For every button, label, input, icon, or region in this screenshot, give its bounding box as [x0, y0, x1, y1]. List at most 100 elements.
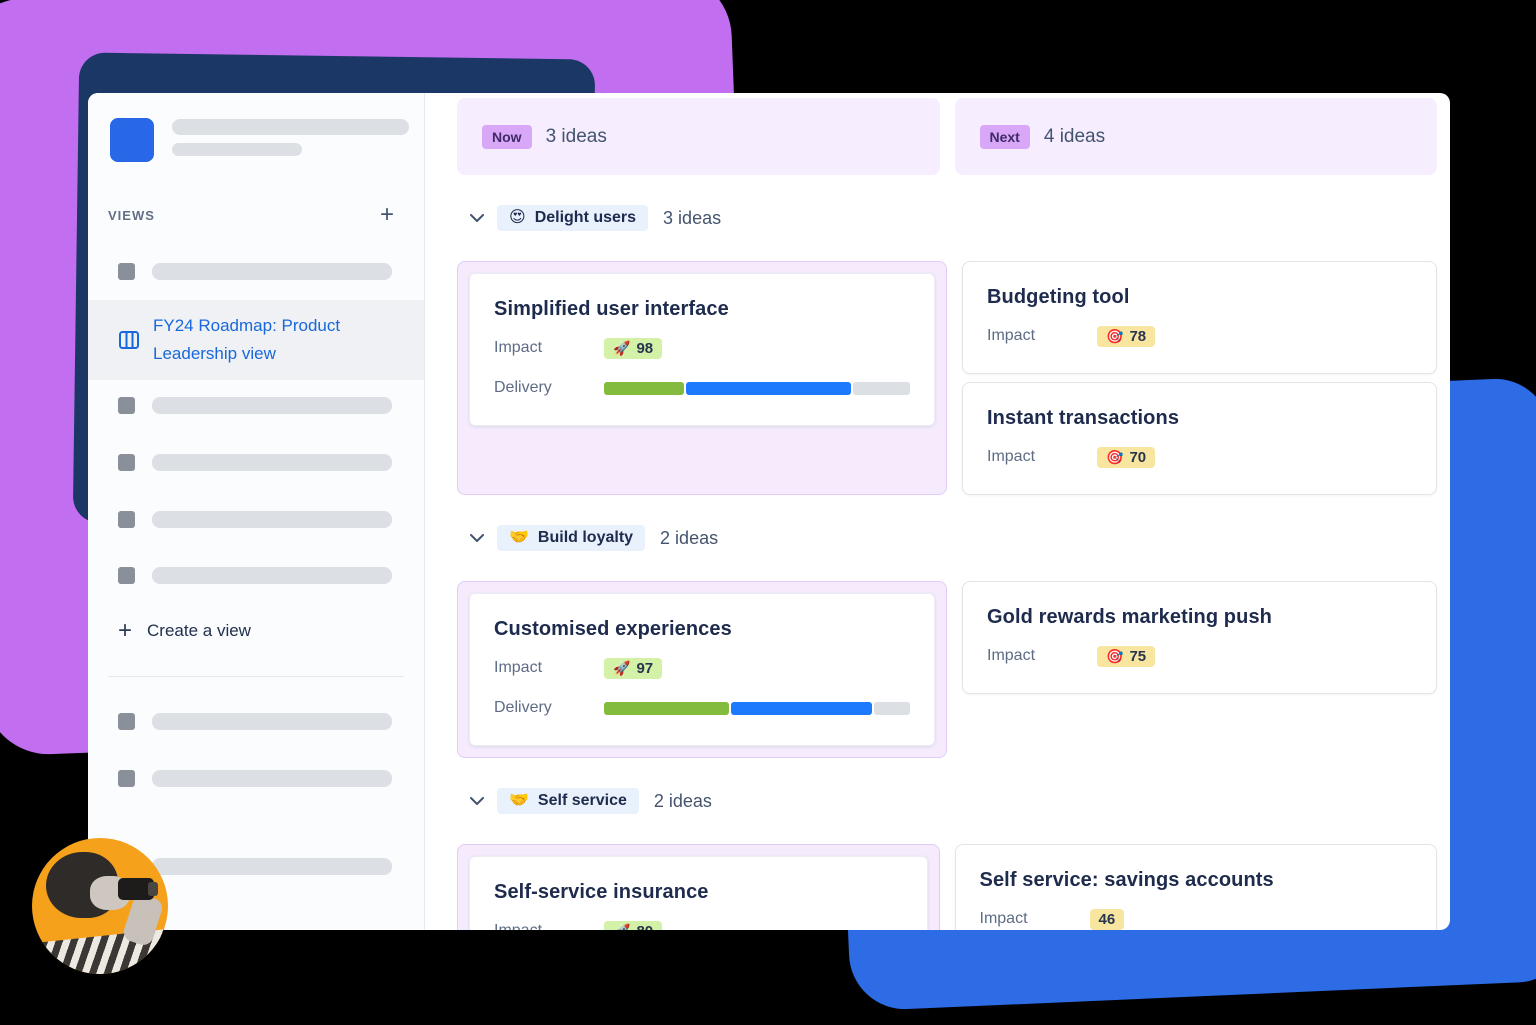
- group-label: Delight users: [534, 209, 637, 226]
- impact-label: Impact: [494, 659, 543, 676]
- card-title: Gold rewards marketing push: [987, 606, 1272, 628]
- impact-value: 98: [636, 339, 654, 357]
- heart-eyes-emoji-icon: 😍: [509, 209, 526, 226]
- board-cell-now: Simplified user interface Impact 🚀 98 De…: [457, 261, 947, 495]
- board-cell-next: Budgeting tool Impact 🎯 78 Instant trans…: [962, 261, 1437, 495]
- create-view-label: Create a view: [147, 621, 251, 640]
- next-badge: Next: [979, 124, 1030, 149]
- binoculars-shape: [118, 878, 154, 900]
- next-count: 4 ideas: [1043, 125, 1106, 147]
- item-icon-skeleton: [118, 567, 135, 584]
- item-label-skeleton: [152, 454, 392, 471]
- board-cell-now: Customised experiences Impact 🚀 97 Deliv…: [457, 581, 947, 758]
- board-view-icon: [117, 328, 141, 352]
- impact-badge: 🎯 78: [1097, 325, 1156, 347]
- sidebar-item-skeleton[interactable]: [118, 713, 392, 730]
- rocket-icon: 🚀: [613, 340, 631, 356]
- impact-label: Impact: [979, 910, 1028, 927]
- idea-card[interactable]: Simplified user interface Impact 🚀 98 De…: [469, 273, 935, 426]
- idea-card[interactable]: Self service: savings accounts Impact 46: [954, 844, 1437, 930]
- group-label: Self service: [537, 792, 627, 809]
- chevron-down-icon[interactable]: [470, 796, 484, 806]
- impact-label: Impact: [494, 339, 543, 356]
- views-section-label: VIEWS: [108, 207, 155, 223]
- target-icon: 🎯: [1106, 449, 1124, 465]
- impact-value: 78: [1129, 327, 1147, 345]
- item-label-skeleton: [152, 858, 392, 875]
- chevron-down-icon[interactable]: [470, 213, 484, 223]
- board-cell-next: Gold rewards marketing push Impact 🎯 75: [962, 581, 1437, 758]
- sidebar-divider: [108, 676, 404, 677]
- impact-badge: 🎯 75: [1097, 645, 1156, 667]
- group-chip[interactable]: 🤝 Self service: [497, 788, 639, 814]
- sidebar-item-fy24-roadmap[interactable]: FY24 Roadmap: Product Leadership view: [88, 300, 424, 380]
- now-count: 3 ideas: [545, 125, 607, 147]
- card-title: Instant transactions: [987, 407, 1180, 429]
- delivery-label: Delivery: [494, 379, 552, 396]
- impact-value: 75: [1129, 647, 1147, 665]
- workspace-title-skeleton: [172, 119, 409, 135]
- sidebar: VIEWS + FY24 Roadmap: Product Leadership…: [88, 93, 425, 930]
- delivery-progress-bar: [604, 701, 910, 715]
- group-row: Customised experiences Impact 🚀 97 Deliv…: [457, 581, 1437, 758]
- target-icon: 🎯: [1106, 328, 1124, 344]
- workspace-subtitle-skeleton: [172, 143, 302, 156]
- board-cell-now: Self-service insurance Impact 🚀 80: [457, 844, 940, 930]
- group-row: Self-service insurance Impact 🚀 80 Self …: [457, 844, 1437, 930]
- app-logo: [110, 118, 154, 162]
- group-chip[interactable]: 😍 Delight users: [497, 205, 649, 231]
- target-icon: 🎯: [1106, 648, 1124, 664]
- item-icon-skeleton: [118, 263, 135, 280]
- binoculars-lens-shape: [148, 882, 158, 896]
- sidebar-item-skeleton[interactable]: [118, 263, 392, 280]
- now-badge: Now: [482, 124, 532, 149]
- card-title: Self service: savings accounts: [979, 869, 1274, 891]
- selected-view-label: FY24 Roadmap: Product Leadership view: [153, 316, 341, 363]
- group-header-build-loyalty: 🤝 Build loyalty 2 ideas: [457, 523, 1437, 553]
- sidebar-item-skeleton[interactable]: [118, 511, 392, 528]
- idea-card[interactable]: Budgeting tool Impact 🎯 78: [962, 261, 1437, 374]
- group-count: 2 ideas: [660, 527, 719, 548]
- chevron-down-icon[interactable]: [470, 533, 484, 543]
- create-view-button[interactable]: + Create a view: [118, 616, 251, 646]
- impact-badge: 🚀 98: [604, 337, 663, 359]
- sidebar-item-skeleton[interactable]: [118, 397, 392, 414]
- impact-badge: 🚀 80: [604, 920, 663, 930]
- card-title: Customised experiences: [494, 618, 732, 640]
- delivery-progress-bar: [604, 381, 910, 395]
- item-label-skeleton: [152, 511, 392, 528]
- group-chip[interactable]: 🤝 Build loyalty: [497, 525, 646, 551]
- board-main: Now 3 ideas Next 4 ideas 😍 Delight users…: [425, 93, 1450, 930]
- person-binoculars-photo: [32, 838, 168, 974]
- group-count: 2 ideas: [653, 790, 712, 811]
- impact-label: Impact: [987, 327, 1036, 344]
- impact-label: Impact: [494, 922, 604, 930]
- item-icon-skeleton: [118, 770, 135, 787]
- impact-value: 46: [1098, 910, 1116, 928]
- group-label: Build loyalty: [537, 529, 634, 546]
- add-view-plus-icon[interactable]: +: [379, 201, 394, 228]
- group-header-delight-users: 😍 Delight users 3 ideas: [457, 203, 1437, 233]
- column-header-next: Next 4 ideas: [954, 98, 1437, 175]
- item-icon-skeleton: [118, 713, 135, 730]
- card-title: Simplified user interface: [494, 298, 729, 320]
- idea-card[interactable]: Customised experiences Impact 🚀 97 Deliv…: [469, 593, 935, 746]
- impact-value: 97: [636, 659, 654, 677]
- group-header-self-service: 🤝 Self service 2 ideas: [457, 786, 1437, 816]
- sidebar-item-skeleton[interactable]: [118, 770, 392, 787]
- column-header-now: Now 3 ideas: [457, 98, 940, 175]
- item-icon-skeleton: [118, 454, 135, 471]
- card-title: Self-service insurance: [494, 881, 709, 903]
- group-row: Simplified user interface Impact 🚀 98 De…: [457, 261, 1437, 495]
- impact-badge: 🎯 70: [1097, 446, 1156, 468]
- group-count: 3 ideas: [663, 207, 722, 228]
- item-label-skeleton: [152, 713, 392, 730]
- impact-badge: 46: [1089, 908, 1125, 930]
- sidebar-item-skeleton[interactable]: [118, 454, 392, 471]
- idea-card[interactable]: Gold rewards marketing push Impact 🎯 75: [962, 581, 1437, 694]
- sidebar-item-skeleton[interactable]: [118, 567, 392, 584]
- rocket-icon: 🚀: [613, 660, 631, 676]
- card-title: Budgeting tool: [987, 286, 1130, 308]
- idea-card[interactable]: Self-service insurance Impact 🚀 80: [469, 856, 928, 930]
- idea-card[interactable]: Instant transactions Impact 🎯 70: [962, 382, 1437, 495]
